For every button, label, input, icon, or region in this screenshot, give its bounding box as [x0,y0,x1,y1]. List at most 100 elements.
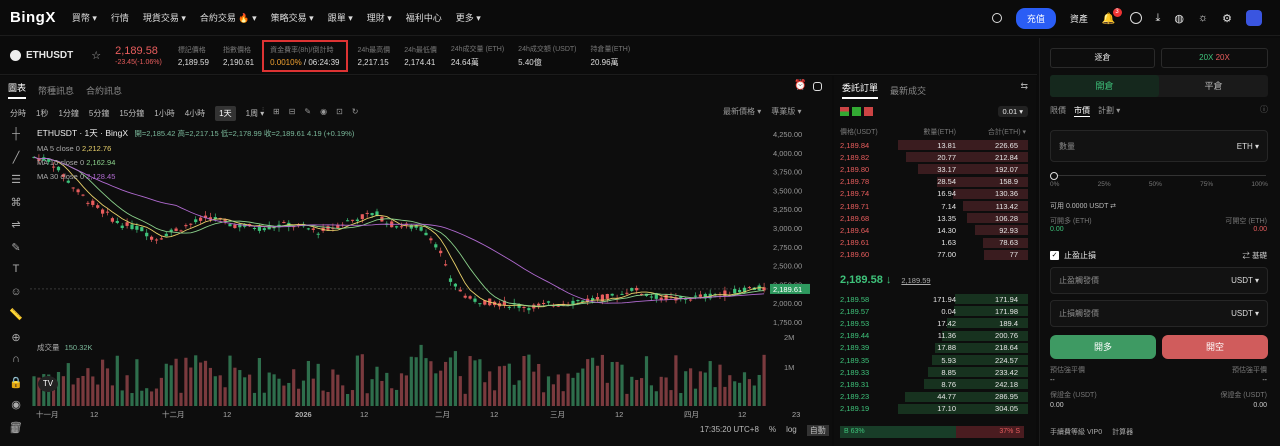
tab-chart[interactable]: 圖表 [8,81,27,99]
candle-body[interactable] [478,303,482,305]
timeframe-1[interactable]: 1秒 [36,109,49,118]
emoji-tool-icon[interactable]: ☺ [10,285,22,298]
candle-body[interactable] [154,239,159,241]
candle-body[interactable] [419,226,423,231]
ask-row[interactable]: 2,189.60 77.00 77 [834,249,1028,261]
candle-body[interactable] [537,303,541,306]
candle-body[interactable] [257,226,261,231]
layout-icon[interactable]: ⊡ [336,106,343,116]
candle-body[interactable] [664,294,668,300]
candle-body[interactable] [395,226,399,228]
candle-body[interactable] [581,300,585,303]
nav-item[interactable]: 現貨交易 ▾ [142,13,186,23]
deposit-button[interactable]: 充值 [1015,7,1056,29]
candle-body[interactable] [517,304,521,308]
candle-body[interactable] [483,300,487,305]
fee-tier-link[interactable]: 手續費等級 VIP0 [1050,429,1103,436]
candle-body[interactable] [630,288,634,291]
calculator-link[interactable]: 計算器 [1112,429,1134,436]
quantity-slider[interactable] [1050,172,1266,180]
orderbook-settings-icon[interactable]: ⇆ [1020,81,1028,91]
calendar-icon[interactable]: ▦ [10,424,19,434]
settings-icon[interactable]: ⚙ [1222,12,1232,25]
timeframe-2[interactable]: 1分鐘 [58,109,79,118]
tab-coin-info[interactable]: 幣種訊息 [38,85,75,96]
candle-body[interactable] [640,293,644,296]
eye-tool-icon[interactable]: ◉ [11,399,21,411]
candle-body[interactable] [267,225,271,230]
candle-body[interactable] [350,219,355,221]
candle-body[interactable] [762,287,766,291]
candle-body[interactable] [115,220,119,223]
tab-recent-trades[interactable]: 最新成交 [890,85,927,96]
candle-body[interactable] [507,306,511,308]
open-position-tab[interactable]: 開倉 [1050,75,1159,97]
candle-body[interactable] [169,229,173,232]
candle-body[interactable] [223,219,227,222]
candle-body[interactable] [399,226,404,228]
candle-body[interactable] [66,180,70,183]
ask-row[interactable]: 2,189.80 33.17 192.07 [834,163,1028,175]
candle-body[interactable] [110,218,114,222]
candle-body[interactable] [429,238,433,241]
log-toggle[interactable]: log [786,425,797,434]
candle-body[interactable] [448,278,453,282]
candle-body[interactable] [375,211,379,216]
bid-row[interactable]: 2,189.35 5.93 224.57 [834,354,1028,366]
bid-row[interactable]: 2,189.53 17.42 189.4 [834,317,1028,329]
candle-body[interactable] [409,225,413,229]
candle-body[interactable] [105,211,110,213]
info-icon[interactable]: ⓘ [1260,105,1268,114]
candle-body[interactable] [213,217,217,220]
candle-body[interactable] [37,158,41,162]
candle-body[interactable] [463,295,467,298]
ask-row[interactable]: 2,189.71 7.14 113.42 [834,200,1028,212]
open-short-button[interactable]: 開空 [1162,335,1268,359]
ask-row[interactable]: 2,189.68 13.35 106.28 [834,212,1028,224]
candle-body[interactable] [228,224,232,227]
ask-row[interactable]: 2,189.82 20.77 212.84 [834,151,1028,163]
candle-body[interactable] [635,287,639,291]
tab-limit[interactable]: 限價 [1050,106,1066,115]
trash-tool-icon[interactable]: 🗑 [9,421,23,434]
candle-body[interactable] [326,226,330,230]
candle-body[interactable] [203,215,208,219]
candle-body[interactable] [233,224,237,229]
bell-icon[interactable]: 🔔 3 [1102,7,1122,25]
candle-body[interactable] [96,205,100,208]
candle-body[interactable] [179,230,183,232]
bid-row[interactable]: 2,189.44 11.36 200.76 [834,330,1028,342]
take-profit-unit[interactable]: USDT ▾ [1231,276,1259,285]
candle-body[interactable] [145,232,149,237]
tick-size-select[interactable]: 0.01 ▾ [997,106,1028,117]
slider-handle[interactable] [1050,172,1058,180]
candle-body[interactable] [703,293,707,299]
candle-body[interactable] [81,194,85,196]
favorite-star-icon[interactable]: ☆ [91,50,102,62]
view-both-icon[interactable] [840,107,849,116]
candle-body[interactable] [733,288,737,294]
nav-item[interactable]: 更多 ▾ [455,13,481,23]
ask-row[interactable]: 2,189.74 16.94 130.36 [834,188,1028,200]
candle-body[interactable] [159,238,163,240]
candle-body[interactable] [620,293,624,295]
bid-row[interactable]: 2,189.39 17.88 218.64 [834,342,1028,354]
quantity-unit-select[interactable]: ETH ▾ [1236,141,1259,151]
candle-body[interactable] [101,209,105,214]
text-tool-icon[interactable]: T [12,263,20,275]
fib-tool-icon[interactable]: ☰ [11,174,21,186]
candle-body[interactable] [414,225,418,228]
ask-row[interactable]: 2,189.61 1.63 78.63 [834,237,1028,249]
timeframe-7[interactable]: 1天 [215,106,236,121]
candle-body[interactable] [698,294,702,297]
candle-body[interactable] [610,293,614,296]
candle-body[interactable] [742,287,747,293]
candle-body[interactable] [199,217,203,221]
close-position-tab[interactable]: 平倉 [1204,81,1223,91]
nav-item[interactable]: 策略交易 ▾ [270,13,314,23]
candle-body[interactable] [194,219,198,223]
candle-body[interactable] [91,200,95,205]
tab-market[interactable]: 市價 [1074,106,1090,117]
tradingview-logo[interactable]: TV [38,376,58,392]
bid-row[interactable]: 2,189.57 0.04 171.98 [834,305,1028,317]
